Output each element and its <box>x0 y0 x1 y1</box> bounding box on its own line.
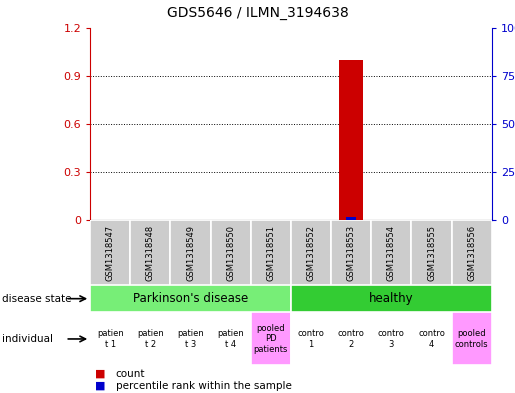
Text: pooled
PD
patients: pooled PD patients <box>254 324 288 354</box>
Text: individual: individual <box>2 334 53 344</box>
Bar <box>411 220 452 285</box>
Text: GSM1318549: GSM1318549 <box>186 224 195 281</box>
Bar <box>170 312 211 365</box>
Text: count: count <box>116 369 145 379</box>
Text: GSM1318548: GSM1318548 <box>146 224 155 281</box>
Bar <box>411 312 452 365</box>
Text: Parkinson's disease: Parkinson's disease <box>133 292 248 305</box>
Bar <box>130 312 170 365</box>
Text: percentile rank within the sample: percentile rank within the sample <box>116 381 292 391</box>
Text: ■: ■ <box>95 381 106 391</box>
Text: GSM1318555: GSM1318555 <box>427 224 436 281</box>
Bar <box>291 312 331 365</box>
Text: GSM1318556: GSM1318556 <box>467 224 476 281</box>
Bar <box>90 220 130 285</box>
Text: pooled
controls: pooled controls <box>455 329 489 349</box>
Bar <box>90 312 130 365</box>
Text: ■: ■ <box>95 369 106 379</box>
Text: GSM1318550: GSM1318550 <box>226 224 235 281</box>
Text: GSM1318547: GSM1318547 <box>106 224 115 281</box>
Text: contro
1: contro 1 <box>298 329 324 349</box>
Text: contro
4: contro 4 <box>418 329 445 349</box>
Text: GSM1318554: GSM1318554 <box>387 224 396 281</box>
Text: disease state: disease state <box>2 294 71 304</box>
Text: patien
t 2: patien t 2 <box>137 329 164 349</box>
Bar <box>211 220 251 285</box>
Bar <box>452 312 492 365</box>
Bar <box>346 217 356 220</box>
Bar <box>251 220 291 285</box>
Bar <box>371 312 411 365</box>
Text: contro
2: contro 2 <box>338 329 365 349</box>
Bar <box>371 220 411 285</box>
Bar <box>251 312 291 365</box>
Text: healthy: healthy <box>369 292 414 305</box>
Text: GDS5646 / ILMN_3194638: GDS5646 / ILMN_3194638 <box>167 6 348 20</box>
Bar <box>90 285 291 312</box>
Text: patien
t 1: patien t 1 <box>97 329 124 349</box>
Bar <box>130 220 170 285</box>
Text: GSM1318553: GSM1318553 <box>347 224 356 281</box>
Bar <box>170 220 211 285</box>
Text: patien
t 3: patien t 3 <box>177 329 204 349</box>
Text: GSM1318551: GSM1318551 <box>266 224 276 281</box>
Bar <box>331 220 371 285</box>
Text: contro
3: contro 3 <box>378 329 405 349</box>
Text: patien
t 4: patien t 4 <box>217 329 244 349</box>
Bar <box>291 220 331 285</box>
Bar <box>452 220 492 285</box>
Bar <box>291 285 492 312</box>
Bar <box>339 60 363 220</box>
Text: GSM1318552: GSM1318552 <box>306 224 316 281</box>
Bar <box>331 312 371 365</box>
Bar <box>211 312 251 365</box>
